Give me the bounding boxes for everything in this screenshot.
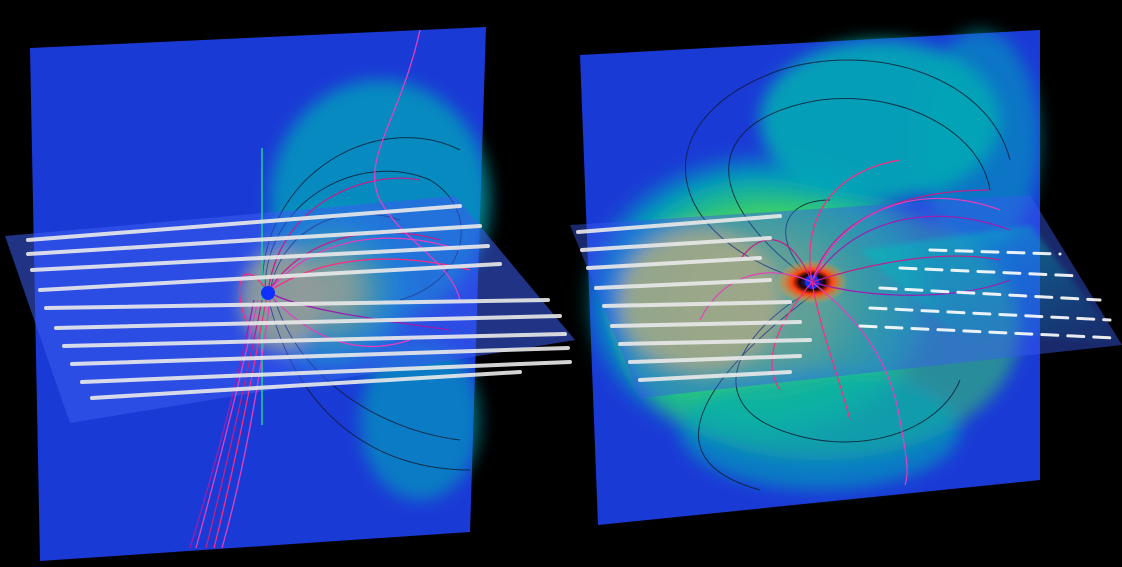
left-core xyxy=(261,286,275,300)
left-flow-arrows xyxy=(26,204,572,400)
right-dashed-vectors xyxy=(858,248,1117,340)
right-plane-tail xyxy=(860,225,1122,345)
right-contours xyxy=(685,59,1011,491)
right-field-lines xyxy=(699,159,1011,486)
right-simulation-panel xyxy=(570,30,1122,525)
right-flow-arrows xyxy=(576,214,812,382)
left-simulation-panel xyxy=(5,27,575,561)
left-horizontal-plane xyxy=(5,196,575,423)
